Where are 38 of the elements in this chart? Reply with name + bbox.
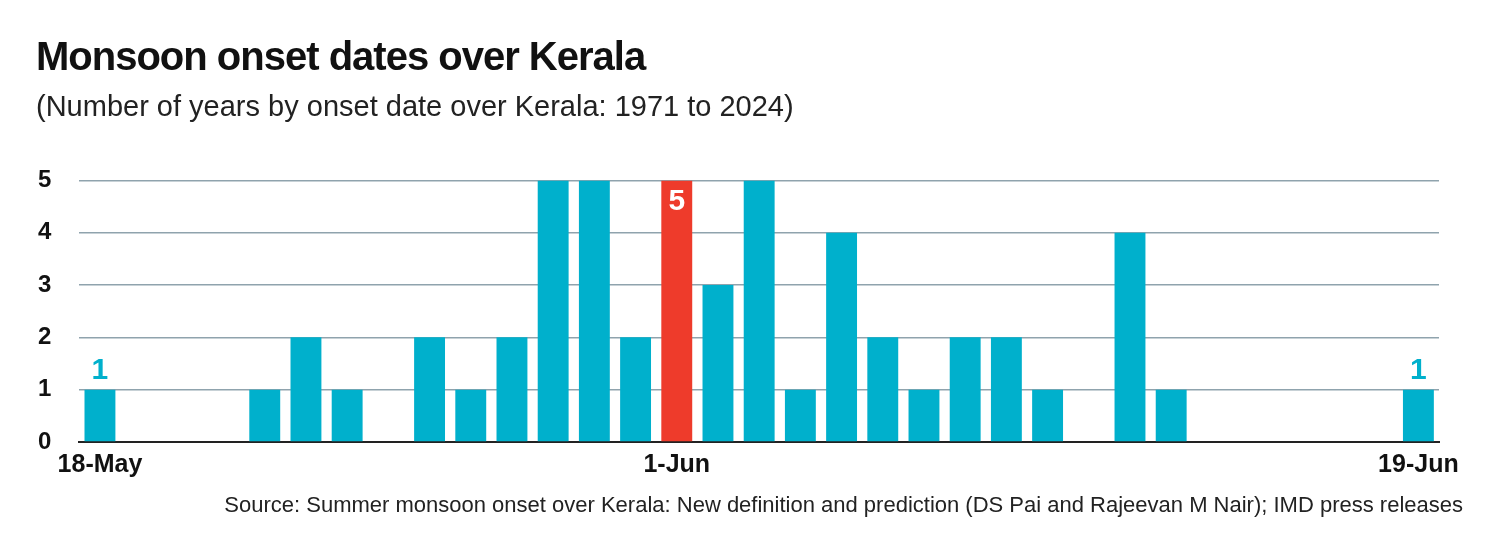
bar [702,285,734,442]
data-label: 1 [1410,351,1427,385]
y-tick-label: 0 [37,426,52,454]
bar [990,337,1022,442]
y-tick-label: 5 [37,165,52,193]
chart-title: Monsoon onset dates over Kerala [36,34,646,79]
bar [743,180,775,442]
bar [1114,232,1146,442]
x-tick-label: 1-Jun [643,448,711,477]
bar [496,337,528,442]
bar [84,389,116,442]
y-tick-label: 1 [37,374,52,402]
bar [826,232,858,442]
bar [414,337,446,442]
bar [578,180,610,442]
y-tick-label: 3 [37,269,52,297]
x-tick-label: 19-Jun [1378,448,1459,477]
bar [249,389,281,442]
bar [661,180,693,442]
bar [867,337,899,442]
bar [949,337,981,442]
bar [1155,389,1187,442]
bar [537,180,569,442]
bar [1032,389,1064,442]
bar [784,389,816,442]
data-label: 1 [91,351,109,385]
data-label: 5 [668,182,686,216]
bar [908,389,940,442]
y-tick-label: 2 [37,321,52,349]
x-tick-label: 18-May [57,448,143,477]
bar [290,337,322,442]
source-note: Source: Summer monsoon onset over Kerala: New definition and prediction (DS Pai and Rajeevan M Nair); IMD press releases [224,492,1463,518]
bar [1402,389,1434,442]
y-tick-label: 4 [37,217,52,245]
bar [455,389,487,442]
bar [331,389,363,442]
chart-subtitle: (Number of years by onset date over Kerala: 1971 to 2024) [36,90,794,123]
bar [620,337,652,442]
